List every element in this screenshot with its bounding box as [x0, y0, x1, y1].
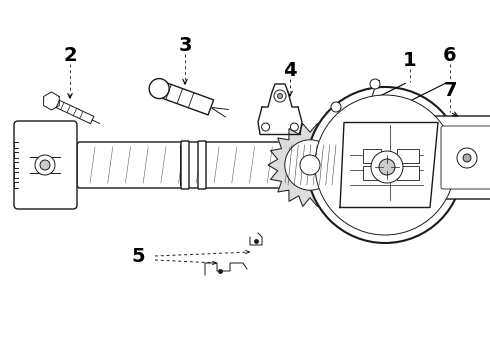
FancyBboxPatch shape: [181, 141, 189, 189]
FancyBboxPatch shape: [198, 141, 206, 189]
Circle shape: [457, 148, 477, 168]
FancyBboxPatch shape: [441, 126, 490, 189]
Polygon shape: [156, 81, 214, 115]
FancyBboxPatch shape: [77, 142, 323, 188]
Bar: [363, 166, 381, 180]
Bar: [397, 166, 419, 180]
FancyBboxPatch shape: [14, 121, 77, 209]
Bar: [363, 149, 381, 163]
Circle shape: [274, 90, 286, 102]
Circle shape: [307, 87, 463, 243]
Circle shape: [331, 102, 341, 112]
Text: 3: 3: [178, 36, 192, 54]
Text: 4: 4: [283, 60, 297, 80]
Text: 7: 7: [443, 81, 457, 99]
Circle shape: [463, 154, 471, 162]
Polygon shape: [268, 123, 352, 206]
Polygon shape: [340, 122, 438, 207]
Circle shape: [40, 160, 50, 170]
Text: 2: 2: [63, 45, 77, 64]
Text: 6: 6: [443, 45, 457, 64]
Circle shape: [291, 123, 298, 131]
Circle shape: [315, 95, 455, 235]
FancyBboxPatch shape: [431, 116, 490, 199]
Text: 1: 1: [403, 50, 417, 69]
Circle shape: [379, 159, 395, 175]
Circle shape: [262, 123, 270, 131]
Circle shape: [300, 155, 320, 175]
Text: 5: 5: [131, 247, 145, 266]
Bar: [397, 149, 419, 163]
Circle shape: [277, 94, 283, 99]
Circle shape: [35, 155, 55, 175]
Circle shape: [371, 151, 403, 183]
Circle shape: [285, 140, 335, 190]
Circle shape: [149, 78, 169, 99]
Circle shape: [370, 79, 380, 89]
